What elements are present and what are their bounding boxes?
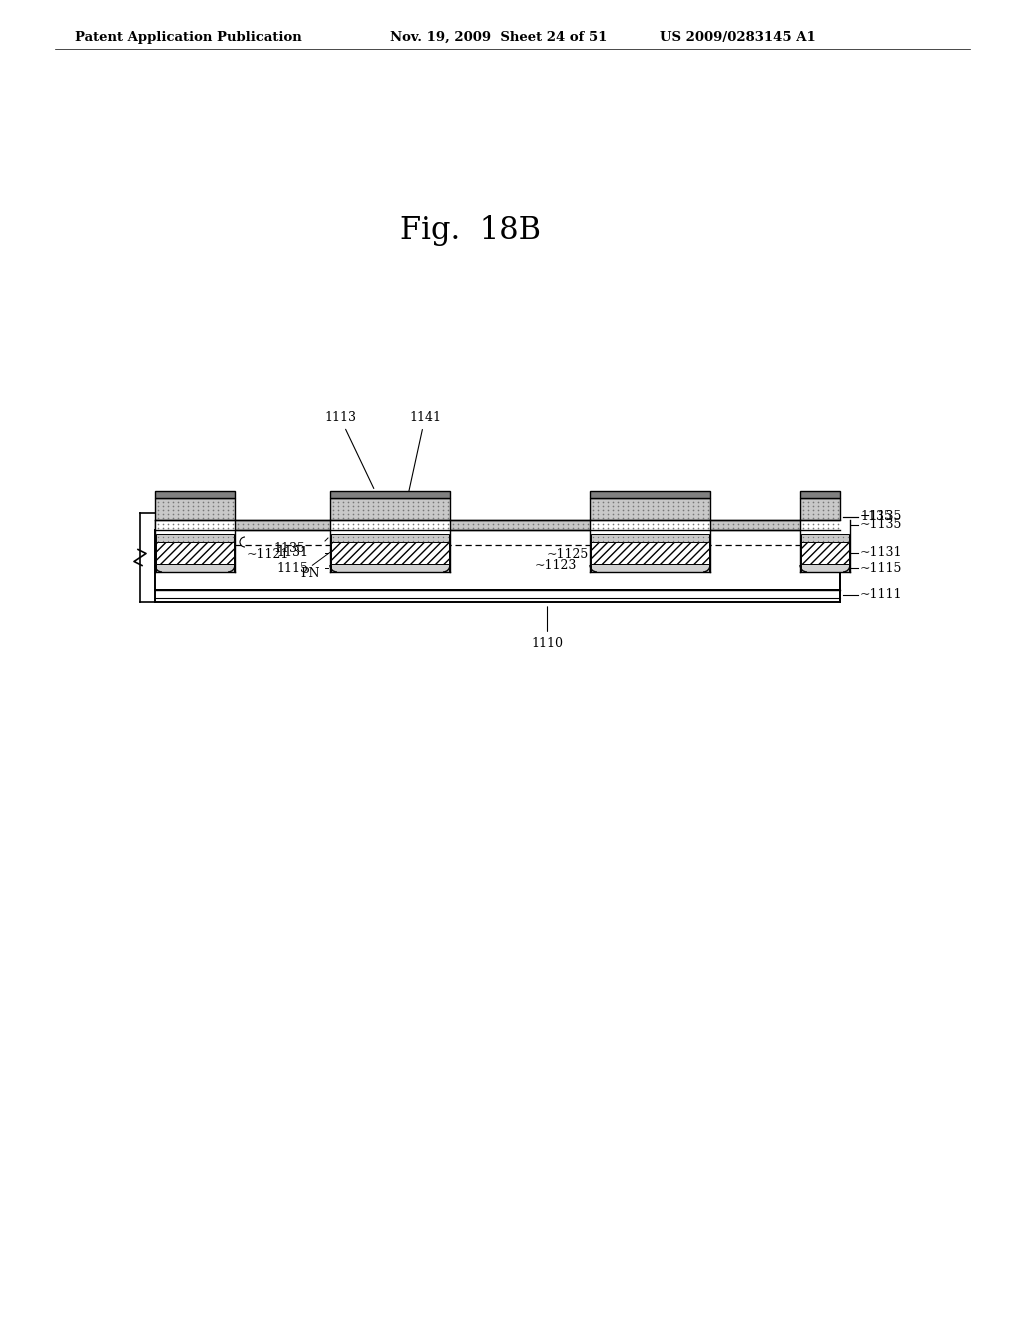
Polygon shape — [155, 491, 234, 498]
Text: 1115: 1115 — [276, 561, 308, 574]
Text: ~1123: ~1123 — [535, 558, 578, 572]
Text: 1135: 1135 — [860, 510, 892, 523]
Text: 1135: 1135 — [273, 543, 305, 554]
Text: ~1115: ~1115 — [860, 561, 902, 574]
Polygon shape — [331, 535, 449, 543]
Text: US 2009/0283145 A1: US 2009/0283145 A1 — [660, 30, 816, 44]
Polygon shape — [801, 564, 849, 572]
Polygon shape — [800, 491, 840, 498]
Polygon shape — [590, 498, 710, 520]
Polygon shape — [591, 543, 709, 564]
Text: 1131: 1131 — [276, 546, 308, 560]
Polygon shape — [331, 543, 449, 564]
Text: 1141: 1141 — [406, 411, 441, 507]
Text: Fig.  18B: Fig. 18B — [400, 214, 541, 246]
Text: ~1121: ~1121 — [247, 548, 290, 561]
Polygon shape — [591, 535, 709, 543]
Text: Patent Application Publication: Patent Application Publication — [75, 30, 302, 44]
Polygon shape — [801, 543, 849, 564]
Polygon shape — [156, 535, 234, 543]
Polygon shape — [330, 491, 450, 498]
Polygon shape — [330, 520, 450, 531]
Polygon shape — [800, 531, 850, 572]
Polygon shape — [800, 520, 850, 531]
Polygon shape — [156, 564, 234, 572]
Polygon shape — [800, 498, 840, 520]
Polygon shape — [590, 531, 710, 572]
Text: 1113: 1113 — [324, 411, 374, 488]
Text: PN: PN — [300, 568, 319, 579]
Text: −1135: −1135 — [860, 510, 902, 523]
Polygon shape — [591, 564, 709, 572]
Text: 1110: 1110 — [531, 607, 563, 649]
Polygon shape — [801, 535, 849, 543]
Polygon shape — [155, 520, 234, 531]
Text: Nov. 19, 2009  Sheet 24 of 51: Nov. 19, 2009 Sheet 24 of 51 — [390, 30, 607, 44]
Text: ~1111: ~1111 — [860, 589, 902, 602]
Polygon shape — [331, 564, 449, 572]
Polygon shape — [155, 531, 840, 590]
Polygon shape — [155, 498, 234, 520]
Polygon shape — [155, 531, 234, 572]
Text: ~1131: ~1131 — [860, 546, 902, 560]
Polygon shape — [330, 498, 450, 520]
Polygon shape — [330, 531, 450, 572]
Polygon shape — [590, 520, 710, 531]
Polygon shape — [155, 520, 840, 531]
Polygon shape — [155, 590, 840, 602]
Polygon shape — [590, 491, 710, 498]
Text: ~1125: ~1125 — [547, 548, 589, 561]
Text: ~1135: ~1135 — [860, 519, 902, 532]
Polygon shape — [156, 543, 234, 564]
